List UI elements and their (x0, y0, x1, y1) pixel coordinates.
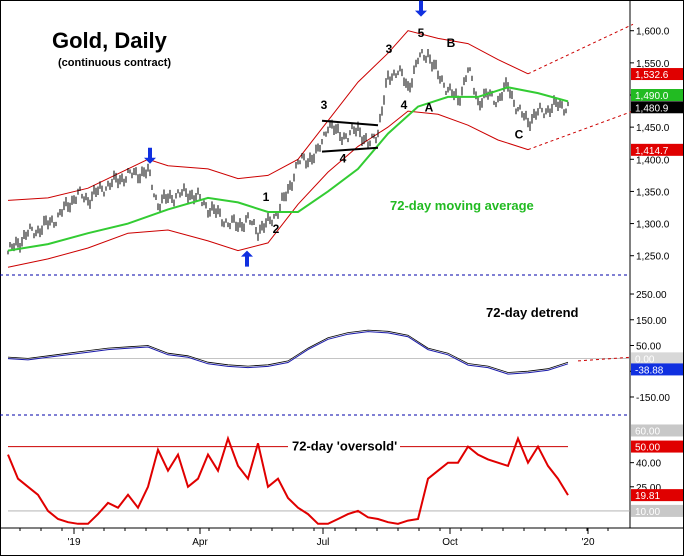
arrow-up-icon (241, 250, 253, 267)
price-badge-2-bg (631, 89, 683, 101)
price-badge-4-bg (631, 143, 683, 156)
x-tick-label: '19 (67, 537, 80, 548)
oversold-tick-label: 40.00 (636, 459, 661, 470)
wave-label: 4 (340, 152, 347, 166)
detrend-tick-label: -150.00 (636, 393, 670, 404)
wave-label: 5 (418, 26, 425, 40)
chart-subtitle: (continuous contract) (58, 57, 171, 69)
chart-annotations: 1 2 3 4 3 4 5 A B C (144, 0, 524, 267)
detrend-line-blue (7, 331, 569, 375)
price-tick-label: 1,450.0 (636, 123, 670, 134)
oversold-top-badge: 60.00 (635, 426, 660, 437)
price-tick-label: 1,300.0 (636, 220, 670, 231)
wave-label: B (447, 36, 456, 50)
lower-band-projection (527, 110, 634, 151)
oversold-top-badge-bg (631, 424, 683, 437)
detrend-projection (577, 356, 634, 362)
wave-label: 1 (263, 190, 270, 204)
price-tick-label: 1,250.0 (636, 252, 670, 263)
detrend-zero-badge-bg (631, 352, 683, 365)
detrend-label: 72-day detrend (486, 305, 579, 320)
price-badge-3: 1,480.9 (635, 103, 669, 114)
price-tick-label: 1,400.0 (636, 155, 670, 166)
price-bands (7, 23, 634, 268)
upper-band-projection (527, 23, 634, 75)
price-badge-1: 1,532.6 (635, 70, 669, 81)
oversold-line (7, 435, 569, 525)
moving-average (7, 86, 569, 252)
panel-separators (0, 274, 630, 416)
wave-label: 2 (273, 222, 280, 236)
x-tick-label: Oct (442, 537, 458, 548)
detrend-tick-label: 50.00 (636, 342, 661, 353)
oversold-upper-badge: 50.00 (635, 443, 660, 454)
oversold-label-bg (288, 438, 400, 453)
oversold-current-badge-bg (631, 489, 683, 502)
oversold-label: 72-day 'oversold' (292, 439, 397, 454)
detrend-tick-label: 250.00 (636, 290, 667, 301)
price-tick-label: 1,600.0 (636, 27, 670, 38)
arrow-down-icon (415, 0, 427, 17)
detrend-tick-label: 150.00 (636, 316, 667, 327)
price-tick-label: 1,550.0 (636, 59, 670, 70)
wave-label: 4 (401, 98, 408, 112)
chart-title: Gold, Daily (52, 28, 168, 53)
oversold-tick-label: 25.00 (636, 483, 661, 494)
wave-label: A (425, 101, 434, 115)
oversold-series: 72-day 'oversold' (7, 435, 630, 525)
price-bars (7, 49, 569, 255)
ma-annotation: 72-day moving average (390, 198, 534, 213)
x-tick-label: '20 (581, 537, 594, 548)
triangle-top-line (321, 119, 379, 127)
x-tick-label: Apr (192, 537, 208, 548)
price-badge-2: 1,490.0 (635, 91, 669, 102)
oversold-lower-badge: 10.00 (635, 507, 660, 518)
ma72-line (7, 86, 569, 252)
detrend-series (7, 329, 634, 375)
arrow-down-icon (144, 147, 156, 164)
price-badge-3-bg (631, 101, 683, 114)
price-badge-4: 1,414.7 (635, 146, 669, 157)
wave-label: 3 (321, 98, 328, 112)
wave-label: C (515, 128, 524, 142)
oversold-current-badge: 19.81 (635, 491, 660, 502)
detrend-current-badge: -38.88 (635, 365, 664, 376)
upper-band (7, 30, 529, 201)
triangle-bottom-line (321, 146, 379, 153)
price-badge-1-bg (631, 68, 683, 81)
detrend-line-black (7, 329, 569, 373)
lower-band (7, 110, 529, 268)
oversold-lower-badge-bg (631, 504, 683, 517)
detrend-current-badge-bg (631, 363, 683, 376)
oversold-upper-badge-bg (631, 440, 683, 453)
price-tick-label: 1,350.0 (636, 187, 670, 198)
detrend-zero-badge: 0.00 (635, 354, 655, 365)
x-tick-label: Jul (317, 537, 330, 548)
wave-label: 3 (386, 42, 393, 56)
axes: 1,250.01,300.01,350.01,400.01,450.01,500… (19, 27, 683, 548)
